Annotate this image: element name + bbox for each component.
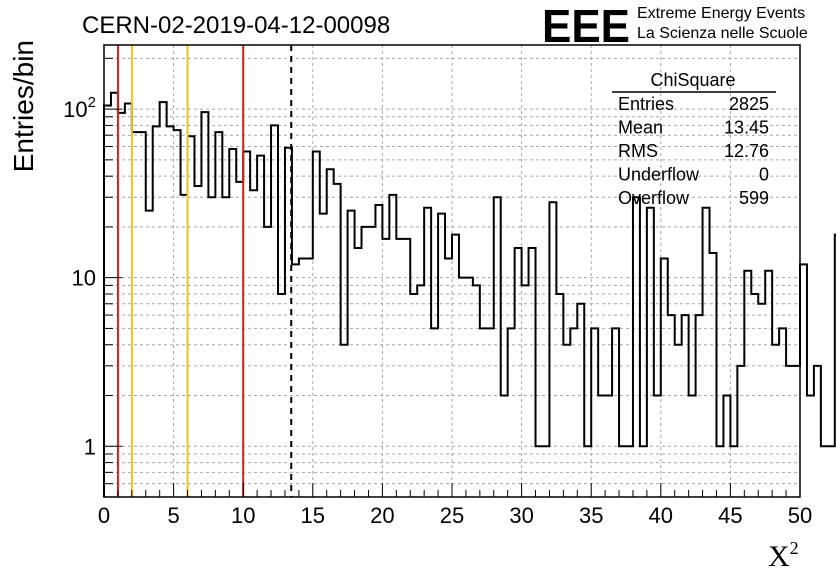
x-tick-label: 40	[649, 503, 673, 528]
eee-logo-line2: La Scienza nelle Scuole	[637, 25, 808, 42]
x-tick-label: 25	[440, 503, 464, 528]
stats-row-value: 13.45	[724, 118, 769, 138]
vertical-markers	[116, 45, 293, 497]
stats-box-rows: Entries 2825 Mean 13.45 RMS 12.76 Underflow 0 Ov…	[618, 94, 769, 208]
x-axis-label-superscript: 2	[790, 538, 799, 558]
x-tick-label: 0	[98, 503, 110, 528]
x-axis-label-base: X	[768, 540, 790, 572]
y-tick-label: 102	[63, 94, 96, 122]
stats-row-label: Overflow	[618, 188, 690, 208]
x-axis-label: X2	[768, 538, 799, 572]
y-tick-label: 10	[72, 266, 96, 291]
stats-row-label: Underflow	[618, 165, 700, 185]
stats-box-title: ChiSquare	[650, 70, 735, 90]
stats-row-label: Entries	[618, 94, 674, 114]
x-tick-label: 45	[718, 503, 742, 528]
run-title: CERN-02-2019-04-12-00098	[82, 12, 390, 39]
stats-box: ChiSquare Entries 2825 Mean 13.45 RMS 12.76 Un…	[612, 70, 776, 208]
x-tick-label: 50	[788, 503, 812, 528]
y-tick-label-base: 1	[84, 434, 96, 459]
stats-row-value: 0	[759, 165, 769, 185]
y-tick-label-base: 10	[72, 266, 96, 291]
y-tick-label: 1	[84, 434, 96, 459]
stats-row-value: 2825	[729, 94, 769, 114]
y-tick-label-superscript: 2	[88, 94, 96, 111]
x-tick-label: 15	[301, 503, 325, 528]
eee-logo-line1: Extreme Energy Events	[637, 5, 805, 22]
x-tick-label: 5	[167, 503, 179, 528]
histogram-outline	[103, 91, 836, 497]
x-tick-label: 10	[231, 503, 255, 528]
histogram-series	[103, 91, 836, 497]
stats-row-label: Mean	[618, 118, 663, 138]
stats-row-value: 599	[739, 188, 769, 208]
x-tick-label: 35	[579, 503, 603, 528]
y-tick-label-base: 10	[63, 97, 87, 122]
x-tick-label: 30	[509, 503, 533, 528]
x-tick-label: 20	[370, 503, 394, 528]
eee-logo-text: EEE	[542, 0, 630, 52]
eee-logo: EEE Extreme Energy Events La Scienza nel…	[542, 0, 808, 52]
y-axis-label: Entries/bin	[8, 40, 39, 172]
stats-row-value: 12.76	[724, 141, 769, 161]
stats-row-label: RMS	[618, 141, 658, 161]
